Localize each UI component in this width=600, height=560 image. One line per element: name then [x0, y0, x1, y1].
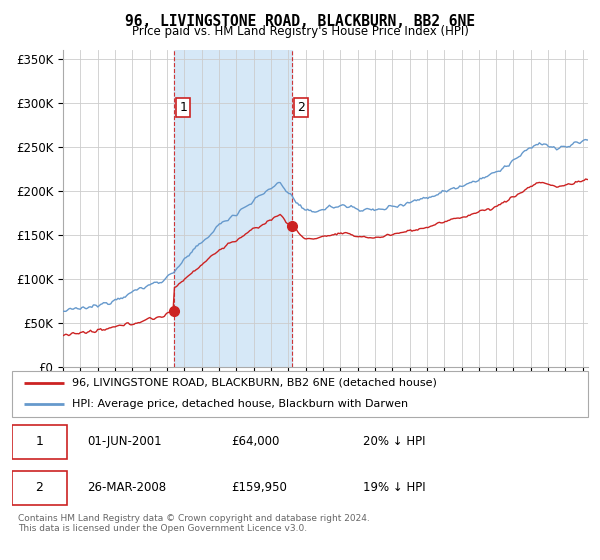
Text: 20% ↓ HPI: 20% ↓ HPI: [364, 435, 426, 449]
Text: 19% ↓ HPI: 19% ↓ HPI: [364, 482, 426, 494]
Text: 2: 2: [298, 101, 305, 114]
Text: 1: 1: [179, 101, 187, 114]
Text: Contains HM Land Registry data © Crown copyright and database right 2024.
This d: Contains HM Land Registry data © Crown c…: [18, 514, 370, 534]
Text: 1: 1: [35, 435, 43, 449]
FancyBboxPatch shape: [12, 470, 67, 505]
Text: £159,950: £159,950: [231, 482, 287, 494]
Text: 96, LIVINGSTONE ROAD, BLACKBURN, BB2 6NE: 96, LIVINGSTONE ROAD, BLACKBURN, BB2 6NE: [125, 14, 475, 29]
Bar: [174, 50, 292, 367]
FancyBboxPatch shape: [12, 371, 588, 417]
Text: 96, LIVINGSTONE ROAD, BLACKBURN, BB2 6NE (detached house): 96, LIVINGSTONE ROAD, BLACKBURN, BB2 6NE…: [73, 378, 437, 388]
FancyBboxPatch shape: [12, 424, 67, 459]
Text: £64,000: £64,000: [231, 435, 279, 449]
Text: 01-JUN-2001: 01-JUN-2001: [87, 435, 161, 449]
Text: Price paid vs. HM Land Registry's House Price Index (HPI): Price paid vs. HM Land Registry's House …: [131, 25, 469, 38]
Text: 26-MAR-2008: 26-MAR-2008: [87, 482, 166, 494]
Text: HPI: Average price, detached house, Blackburn with Darwen: HPI: Average price, detached house, Blac…: [73, 399, 409, 409]
Text: 2: 2: [35, 482, 43, 494]
